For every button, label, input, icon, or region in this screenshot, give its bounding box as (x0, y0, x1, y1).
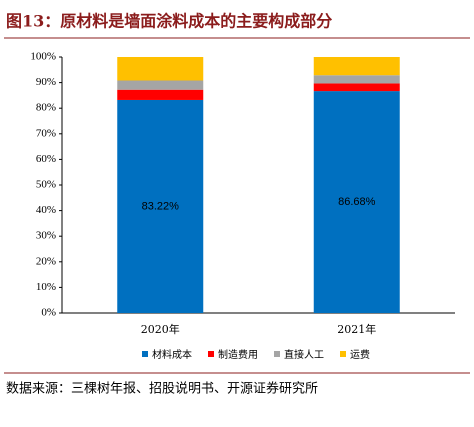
bar-segment (117, 80, 204, 90)
y-tick-label: 60% (36, 153, 56, 165)
y-tick-label: 90% (36, 76, 56, 88)
legend-label: 制造费用 (218, 348, 258, 361)
y-tick-label: 30% (36, 230, 56, 242)
legend-swatch (340, 351, 346, 357)
legend-label: 运费 (350, 348, 370, 361)
bar-segment (313, 83, 400, 92)
source: 数据来源：三棵树年报、招股说明书、开源证券研究所 (6, 381, 318, 397)
y-tick-label: 80% (36, 102, 56, 114)
legend-swatch (274, 351, 280, 357)
legend-swatch (142, 351, 148, 357)
y-tick-label: 0% (41, 307, 56, 319)
y-tick-label: 50% (36, 179, 56, 191)
y-tick-label: 20% (36, 255, 56, 267)
legend-label: 材料成本 (152, 348, 192, 361)
y-tick-label: 70% (36, 127, 56, 139)
legend-label: 直接人工 (284, 348, 324, 361)
x-tick-label: 2021年 (337, 322, 376, 336)
x-tick-label: 2020年 (141, 322, 180, 336)
bar-segment (313, 75, 400, 84)
y-tick-label: 10% (36, 281, 56, 293)
y-tick-label: 40% (36, 204, 56, 216)
chart-title: 图13：原材料是墙面涂料成本的主要构成部分 (6, 12, 332, 31)
bar-segment (117, 99, 204, 313)
bar-segment (117, 57, 204, 81)
data-label: 86.68% (338, 196, 376, 208)
y-tick-label: 100% (30, 51, 56, 63)
bar-segment (313, 91, 400, 313)
data-label: 83.22% (142, 200, 180, 212)
bar-segment (313, 57, 400, 76)
legend-swatch (208, 351, 214, 357)
bar-segment (117, 89, 204, 100)
